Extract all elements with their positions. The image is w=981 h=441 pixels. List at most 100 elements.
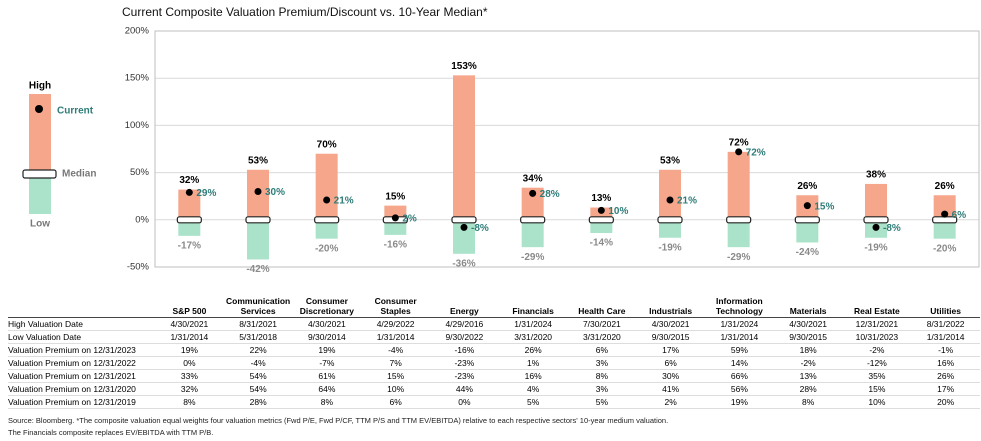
high-label: 15% — [385, 191, 405, 202]
table-cell: 1/31/2024 — [498, 317, 568, 331]
table-cell: 3/31/2020 — [498, 330, 568, 344]
table-cell: 22% — [223, 343, 293, 357]
footnote: The Financials composite replaces EV/EBI… — [8, 428, 214, 437]
low-label: -14% — [590, 238, 613, 249]
legend-label: High — [29, 81, 51, 92]
table-cell: -4% — [223, 356, 293, 370]
table-row: Valuation Premium on 12/31/2022 0% -4% -7% 7… — [8, 356, 980, 370]
table-cell: 1/31/2014 — [911, 330, 980, 344]
table-cell: 28% — [773, 382, 843, 396]
current-dot — [735, 148, 743, 156]
table-cell: 30% — [636, 369, 705, 383]
table-row: Valuation Premium on 12/31/2019 8% 28% 8% 6%… — [8, 395, 980, 409]
high-label: 26% — [935, 181, 955, 192]
median-box — [863, 216, 889, 224]
high-bar — [315, 153, 338, 220]
table-cell: 19% — [155, 343, 224, 357]
table-cell: 9/30/2015 — [773, 330, 843, 344]
table-cell: -7% — [292, 356, 362, 370]
table-cell: 19% — [292, 343, 362, 357]
current-label: -8% — [883, 223, 901, 234]
low-bar — [521, 219, 544, 248]
low-bar — [315, 219, 338, 239]
table-cell: 3% — [567, 356, 637, 370]
table-cell: 8% — [773, 395, 843, 409]
legend-label: Low — [30, 219, 50, 230]
row-label: Low Valuation Date — [8, 330, 155, 344]
column-header: Energy — [430, 296, 499, 318]
table-cell: 8/31/2022 — [911, 317, 980, 331]
table-cell: -2% — [773, 356, 843, 370]
low-bar — [247, 219, 269, 260]
table-cell: 6% — [636, 356, 705, 370]
table-cell: 4/29/2022 — [361, 317, 430, 331]
table-cell: 10% — [842, 395, 912, 409]
high-bar — [727, 151, 750, 220]
table-cell: -23% — [430, 356, 499, 370]
high-label: 38% — [866, 170, 886, 181]
current-label: 72% — [746, 147, 766, 158]
column-header: Communication Services — [223, 296, 293, 318]
table-row: Valuation Premium on 12/31/2021 33% 54% 61%… — [8, 369, 980, 383]
row-label: Valuation Premium on 12/31/2019 — [8, 395, 155, 409]
chart: Current Composite Valuation Premium/Disc… — [22, 5, 980, 275]
current-dot — [254, 187, 262, 195]
legend-label: Median — [62, 169, 96, 180]
table-cell: 7/30/2021 — [567, 317, 637, 331]
y-tick-label: -50% — [127, 262, 150, 273]
row-label: Valuation Premium on 12/31/2021 — [8, 369, 155, 383]
table-cell: 59% — [705, 343, 774, 357]
low-bar — [453, 219, 475, 254]
table-cell: -12% — [842, 356, 912, 370]
table-cell: 9/30/2022 — [430, 330, 499, 344]
table-cell: 5% — [498, 395, 568, 409]
current-label: 30% — [265, 187, 285, 198]
current-dot — [185, 188, 193, 196]
low-bar — [727, 219, 750, 248]
table-cell: 56% — [705, 382, 774, 396]
table-cell: 3/31/2020 — [567, 330, 637, 344]
table-cell: 13% — [773, 369, 843, 383]
column-header: Materials — [773, 296, 843, 318]
table-cell: 4/30/2021 — [773, 317, 843, 331]
table-cell: 64% — [292, 382, 362, 396]
high-label: 32% — [179, 175, 199, 186]
table-cell: 33% — [155, 369, 224, 383]
low-label: -24% — [796, 247, 819, 258]
low-bar — [178, 219, 201, 236]
table-cell: 4/30/2021 — [155, 317, 224, 331]
current-dot — [803, 202, 811, 210]
table-cell: 14% — [705, 356, 774, 370]
table-cell: 15% — [842, 382, 912, 396]
column-header: Financials — [498, 296, 568, 318]
table-header: S&P 500 Communication Services Consumer Di… — [8, 296, 980, 318]
row-label: Valuation Premium on 12/31/2022 — [8, 356, 155, 370]
table-cell: 10/31/2023 — [842, 330, 912, 344]
table-cell: 2% — [636, 395, 705, 409]
column-header: Information Technology — [705, 296, 774, 318]
table-cell: -1% — [911, 343, 980, 357]
table-cell: 8% — [155, 395, 224, 409]
high-label: 72% — [729, 137, 749, 148]
table-cell: -4% — [361, 343, 430, 357]
footnote: Source: Bloomberg. *The composite valuat… — [8, 416, 669, 425]
row-label: Valuation Premium on 12/31/2023 — [8, 343, 155, 357]
high-label: 153% — [451, 61, 477, 72]
median-box — [726, 216, 752, 224]
table-cell: 4/29/2016 — [430, 317, 499, 331]
current-dot — [460, 223, 468, 231]
table-row: Valuation Premium on 12/31/2020 32% 54% 64%… — [8, 382, 980, 396]
y-tick-label: 50% — [130, 167, 150, 178]
low-bar — [659, 219, 681, 238]
table-body: High Valuation Date 4/30/2021 8/31/2021 4/3… — [8, 317, 980, 409]
low-label: -36% — [452, 258, 475, 269]
table-cell: -23% — [430, 369, 499, 383]
high-bar — [521, 187, 544, 220]
table-cell: 1/31/2024 — [705, 317, 774, 331]
table-cell: 35% — [842, 369, 912, 383]
current-dot — [872, 223, 880, 231]
current-dot — [941, 210, 949, 218]
table-cell: -16% — [430, 343, 499, 357]
table-cell: 8% — [292, 395, 362, 409]
table-cell: 44% — [430, 382, 499, 396]
